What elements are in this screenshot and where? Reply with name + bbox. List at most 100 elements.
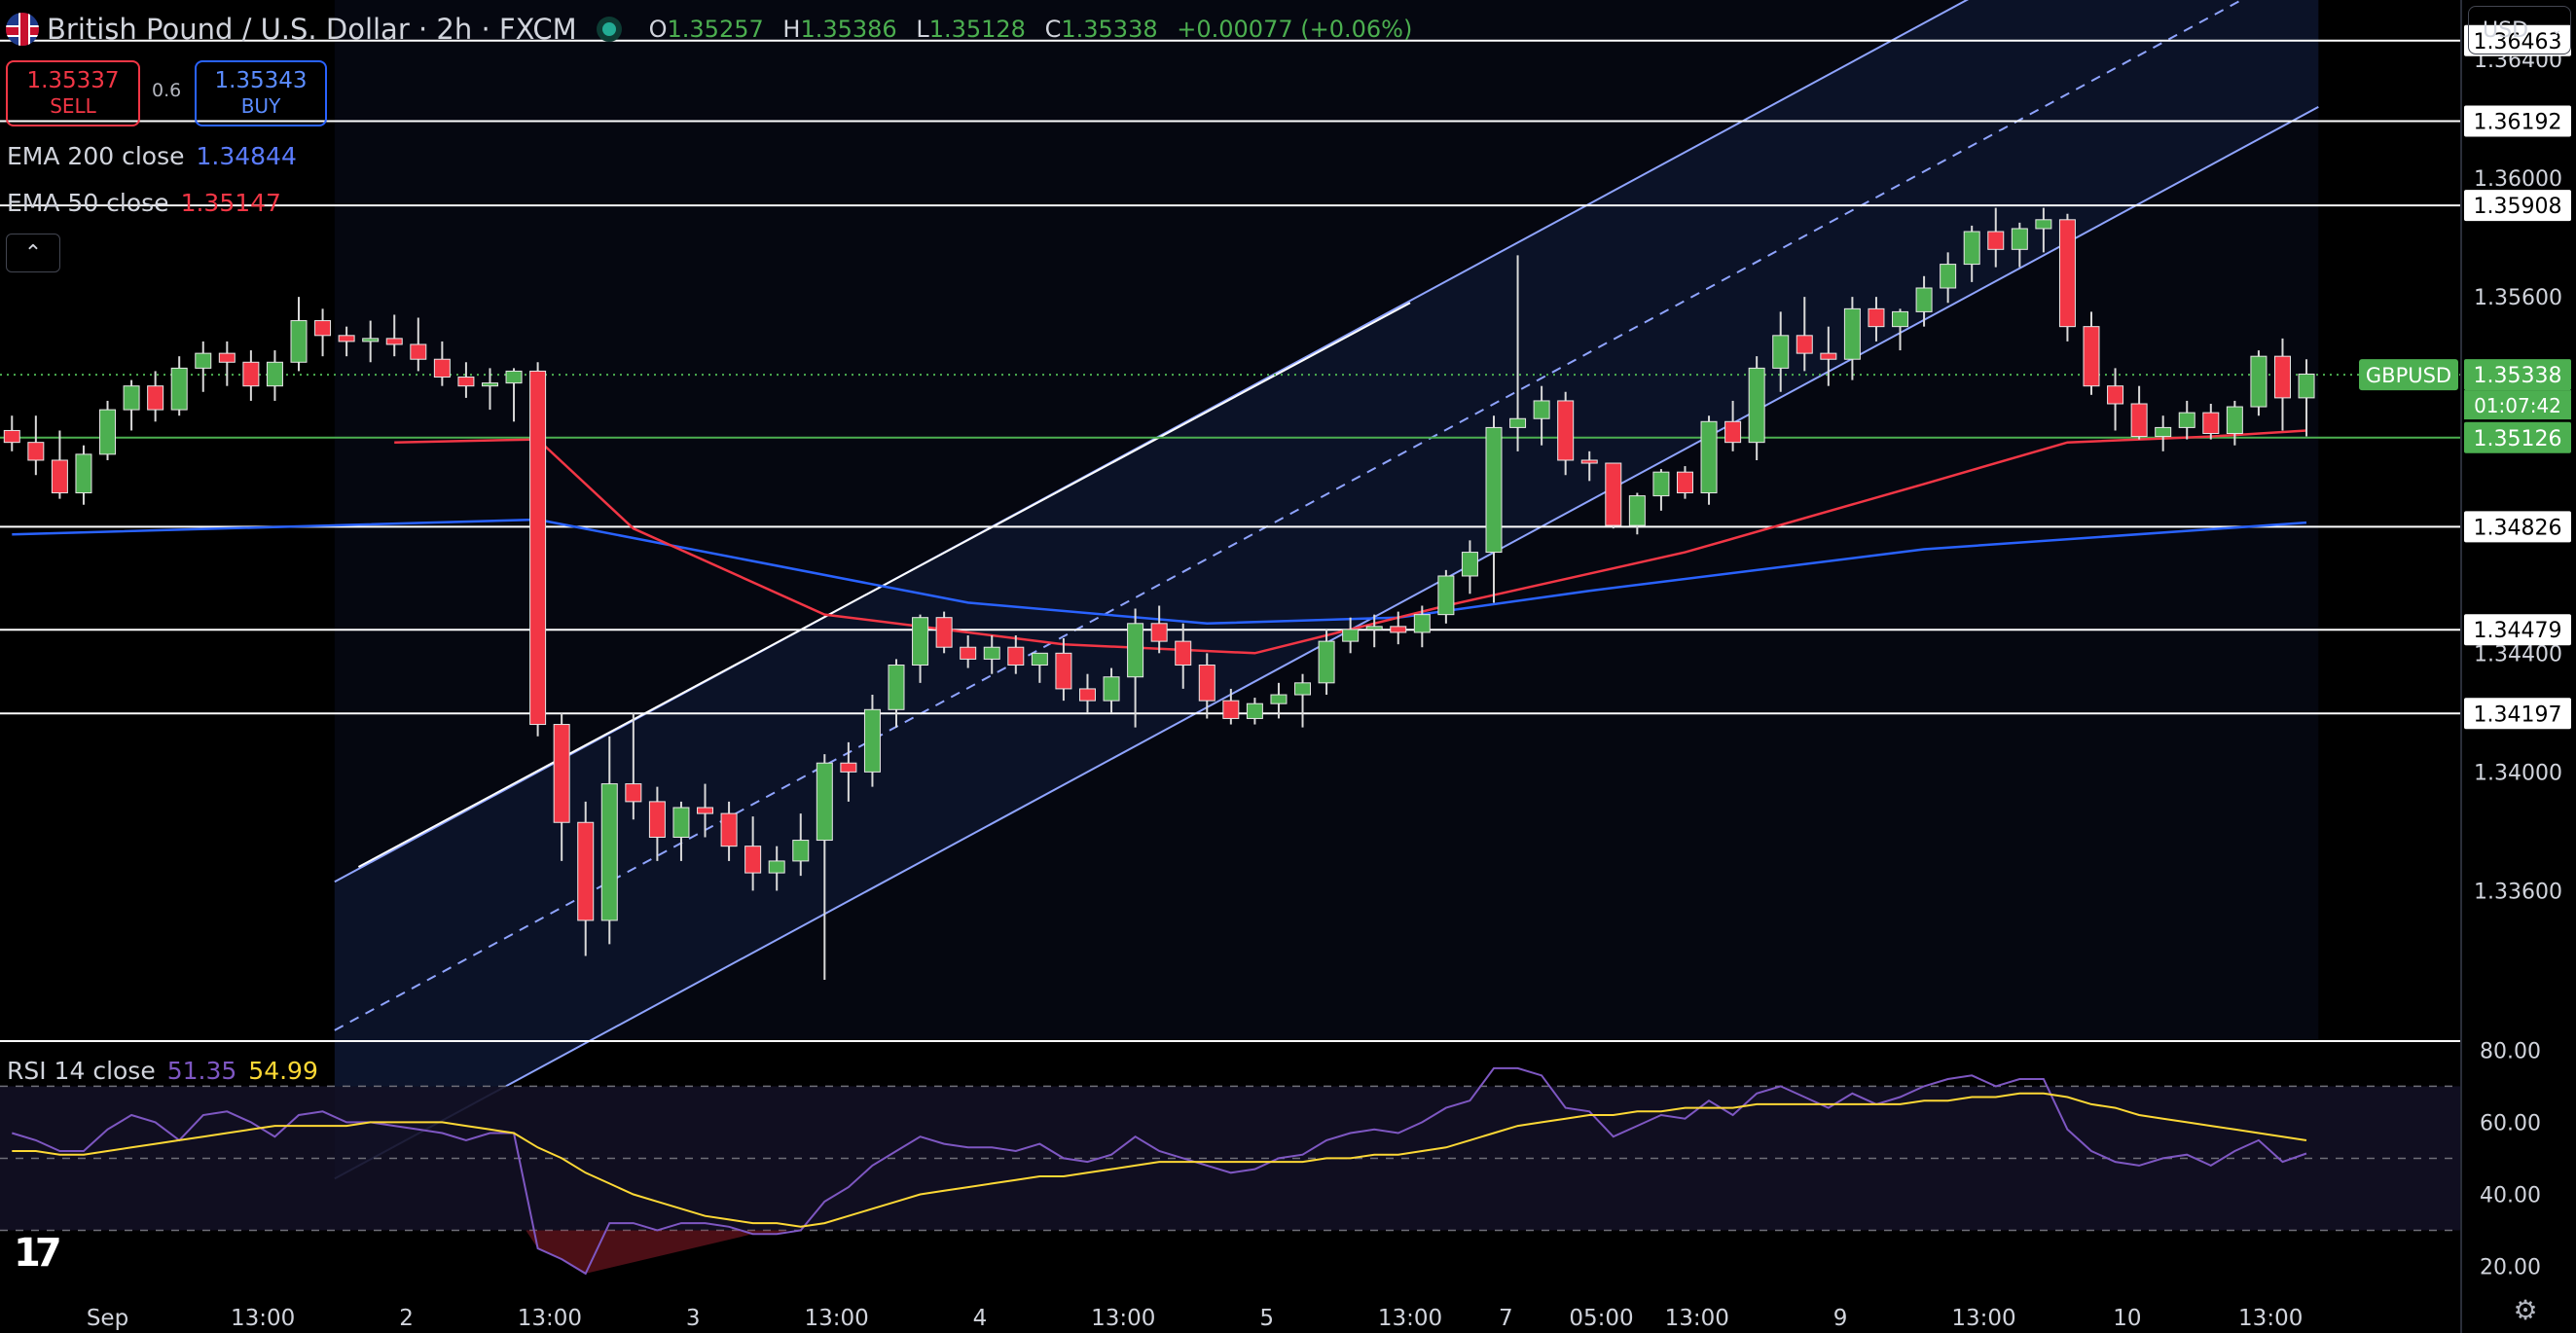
countdown-box [2464, 390, 2571, 420]
candle-body [1892, 310, 1909, 328]
market-status-icon [601, 22, 616, 36]
sell-button[interactable]: 1.35337 SELL [6, 60, 140, 126]
time-tick-label: 13:00 [1378, 1306, 1442, 1331]
symbol-title[interactable]: British Pound / U.S. Dollar · 2h · FXCM [47, 13, 577, 46]
candle [314, 308, 332, 357]
candle-body [1820, 352, 1837, 360]
candle-body [792, 840, 810, 862]
support-price-tag-text: 1.35126 [2474, 427, 2562, 451]
candle [2011, 222, 2028, 268]
ema50-legend[interactable]: EMA 50 close 1.35147 [7, 189, 281, 217]
candle [935, 611, 953, 654]
collapse-legend-button[interactable]: ⌃ [6, 234, 60, 272]
level-price-tag-box [2464, 511, 2571, 543]
ema200-legend[interactable]: EMA 200 close 1.34844 [7, 142, 297, 170]
candle-body [1294, 682, 1312, 696]
time-tick-label: 13:00 [1091, 1306, 1155, 1331]
candle [577, 801, 595, 956]
currency-selector[interactable]: USD ⌄ [2468, 6, 2571, 54]
channel-range-shade [334, 0, 2319, 1039]
candle [1676, 466, 1693, 499]
candle [2250, 350, 2268, 416]
level-price-tag-text: 1.34197 [2474, 703, 2562, 727]
candle-body [888, 665, 905, 710]
candle-body [2178, 412, 2195, 428]
candle-body [1318, 640, 1335, 684]
time-tick-label: 13:00 [2238, 1306, 2303, 1331]
candle-body [1796, 335, 1813, 354]
candle-body [385, 338, 403, 345]
change-value: +0.00077 (+0.06%) [1177, 16, 1413, 43]
time-tick-label: Sep [87, 1306, 128, 1331]
candle-body [1270, 694, 1288, 704]
time-tick-label: 13:00 [518, 1306, 582, 1331]
candle-body [1222, 700, 1240, 719]
candle-body [1127, 623, 1144, 678]
candle [338, 326, 355, 357]
candle-body [1557, 400, 1575, 461]
buy-button[interactable]: 1.35343 BUY [195, 60, 327, 126]
candle [75, 445, 92, 505]
candle-body [123, 385, 140, 411]
candle-body [457, 377, 475, 387]
candle [529, 362, 547, 737]
price-tick-label: 1.34000 [2474, 761, 2562, 785]
rsi-line [12, 1066, 2307, 1276]
candle [720, 801, 738, 861]
candle [960, 635, 977, 668]
candle-body [1724, 420, 1742, 444]
support-price-tag-box [2464, 421, 2571, 453]
candle-body [1485, 426, 1503, 554]
channel-fill [334, 0, 2319, 1179]
spread-value: 0.6 [152, 80, 182, 101]
time-tick-label: 13:00 [1665, 1306, 1729, 1331]
candle [1437, 569, 1455, 624]
rsi-tick-label: 20.00 [2480, 1255, 2541, 1279]
gear-icon[interactable]: ⚙ [2513, 1294, 2538, 1326]
ema200-line [12, 518, 2307, 626]
candle [2273, 338, 2291, 431]
candle-body [625, 783, 642, 803]
rsi-legend[interactable]: RSI 14 close 51.35 54.99 [7, 1057, 318, 1085]
candle [1724, 400, 1742, 451]
candle [1294, 673, 1312, 728]
symbol-header[interactable]: British Pound / U.S. Dollar · 2h · FXCM … [6, 10, 1424, 49]
candle [2298, 359, 2315, 437]
candle-body [1963, 231, 1980, 266]
candle [1533, 385, 1550, 446]
rsi-oversold-fill [526, 1230, 789, 1274]
candle [1509, 255, 1527, 451]
candle-body [2083, 326, 2100, 387]
candle-body [2226, 406, 2243, 435]
candle [768, 846, 785, 891]
candle [672, 801, 690, 861]
candle-body [2298, 373, 2315, 399]
candle-body [3, 429, 20, 444]
candle [27, 415, 45, 476]
rsi-ma-line [12, 1092, 2307, 1228]
candle-body [1509, 417, 1527, 428]
ema50-label: EMA 50 close [7, 189, 169, 217]
candle [2083, 311, 2100, 395]
rsi-tick-label: 40.00 [2480, 1183, 2541, 1207]
close-value: 1.35338 [1061, 16, 1158, 43]
candle [218, 341, 236, 386]
currency-label: USD [2483, 18, 2529, 43]
candle-body [2273, 355, 2291, 399]
candle [195, 341, 212, 392]
open-value: 1.35257 [667, 16, 764, 43]
candle-body [960, 646, 977, 660]
countdown-tag: 01:07:42 [2464, 390, 2571, 420]
level-price-tag-text: 1.36463 [2474, 30, 2562, 54]
candle [1580, 450, 1598, 482]
sell-price: 1.35337 [26, 68, 120, 93]
candle-body [1150, 623, 1168, 642]
candle-body [1676, 471, 1693, 494]
price-tick-label: 1.36000 [2474, 167, 2562, 192]
level-price-tag-text: 1.34479 [2474, 619, 2562, 643]
candle-body [2011, 228, 2028, 250]
candle-body [314, 320, 332, 337]
candle [2035, 207, 2052, 253]
candle [2155, 415, 2172, 451]
